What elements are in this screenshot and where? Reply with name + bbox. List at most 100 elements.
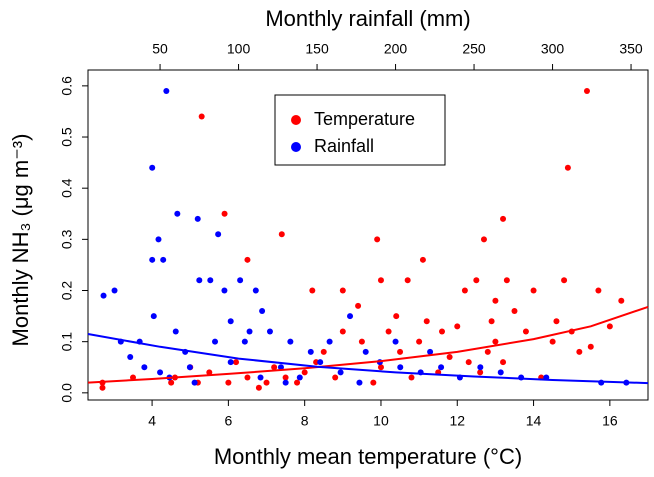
point: [257, 374, 264, 381]
x2-tick-label: 200: [384, 41, 408, 57]
x2-tick-label: 50: [152, 41, 168, 57]
x-tick-label: 4: [148, 413, 156, 429]
point: [227, 318, 234, 325]
point: [606, 323, 613, 330]
point: [186, 364, 193, 371]
point: [553, 318, 560, 325]
point: [497, 369, 504, 376]
point: [244, 374, 251, 381]
point: [503, 277, 510, 284]
y-tick-label: 0.2: [59, 281, 75, 301]
y-tick-label: 0.4: [59, 178, 75, 198]
point: [370, 379, 377, 386]
point: [326, 338, 333, 345]
point: [282, 379, 289, 386]
point: [511, 307, 518, 314]
fit-line: [87, 305, 649, 384]
point: [385, 328, 392, 335]
point: [287, 338, 294, 345]
point: [362, 348, 369, 355]
point: [374, 236, 381, 243]
point: [225, 379, 232, 386]
point: [618, 297, 625, 304]
x-axis-title: Monthly mean temperature (°C): [214, 444, 522, 469]
point: [595, 287, 602, 294]
x-tick-label: 10: [373, 413, 389, 429]
point: [492, 297, 499, 304]
point: [296, 374, 303, 381]
point: [252, 287, 259, 294]
x-tick-label: 14: [526, 413, 542, 429]
point: [282, 374, 289, 381]
y-tick-label: 0.6: [59, 76, 75, 96]
point: [127, 354, 134, 361]
point: [337, 369, 344, 376]
point: [174, 210, 181, 217]
x2-tick-label: 250: [462, 41, 486, 57]
point: [549, 338, 556, 345]
point: [198, 113, 205, 120]
point: [423, 318, 430, 325]
legend-label: Temperature: [314, 109, 415, 129]
point: [99, 384, 106, 391]
point: [530, 287, 537, 294]
point: [241, 338, 248, 345]
point: [587, 343, 594, 350]
point: [393, 313, 400, 320]
point: [246, 328, 253, 335]
point: [294, 379, 301, 386]
x2-axis-title: Monthly rainfall (mm): [265, 6, 470, 31]
point: [465, 359, 472, 366]
point: [271, 364, 278, 371]
point: [356, 379, 363, 386]
x-tick-label: 6: [224, 413, 232, 429]
x2-tick-label: 350: [619, 41, 643, 57]
point: [244, 256, 251, 263]
point: [377, 364, 384, 371]
point: [215, 231, 222, 238]
point: [358, 338, 365, 345]
y-tick-label: 0.0: [59, 383, 75, 403]
point: [263, 379, 270, 386]
x-tick-label: 12: [449, 413, 465, 429]
point: [564, 164, 571, 171]
point: [339, 328, 346, 335]
y-tick-label: 0.5: [59, 127, 75, 147]
point: [317, 359, 324, 366]
point: [576, 348, 583, 355]
point: [100, 292, 107, 299]
point: [454, 323, 461, 330]
point: [307, 348, 314, 355]
point: [484, 348, 491, 355]
point: [207, 277, 214, 284]
point: [473, 277, 480, 284]
x2-tick-label: 300: [541, 41, 565, 57]
point: [255, 384, 262, 391]
point: [155, 236, 162, 243]
point: [355, 302, 362, 309]
point: [221, 287, 228, 294]
point: [522, 328, 529, 335]
point: [332, 374, 339, 381]
point: [339, 287, 346, 294]
point: [160, 256, 167, 263]
point: [427, 348, 434, 355]
point: [206, 369, 213, 376]
fit-line: [87, 333, 649, 385]
point: [168, 379, 175, 386]
point: [196, 277, 203, 284]
point: [237, 277, 244, 284]
y-tick-label: 0.3: [59, 229, 75, 249]
point: [233, 359, 240, 366]
point: [277, 364, 284, 371]
point: [266, 328, 273, 335]
x2-tick-label: 100: [227, 41, 251, 57]
point: [404, 277, 411, 284]
point: [278, 231, 285, 238]
point: [309, 287, 316, 294]
point: [500, 359, 507, 366]
legend-label: Rainfall: [314, 136, 374, 156]
point: [149, 164, 156, 171]
point: [477, 364, 484, 371]
